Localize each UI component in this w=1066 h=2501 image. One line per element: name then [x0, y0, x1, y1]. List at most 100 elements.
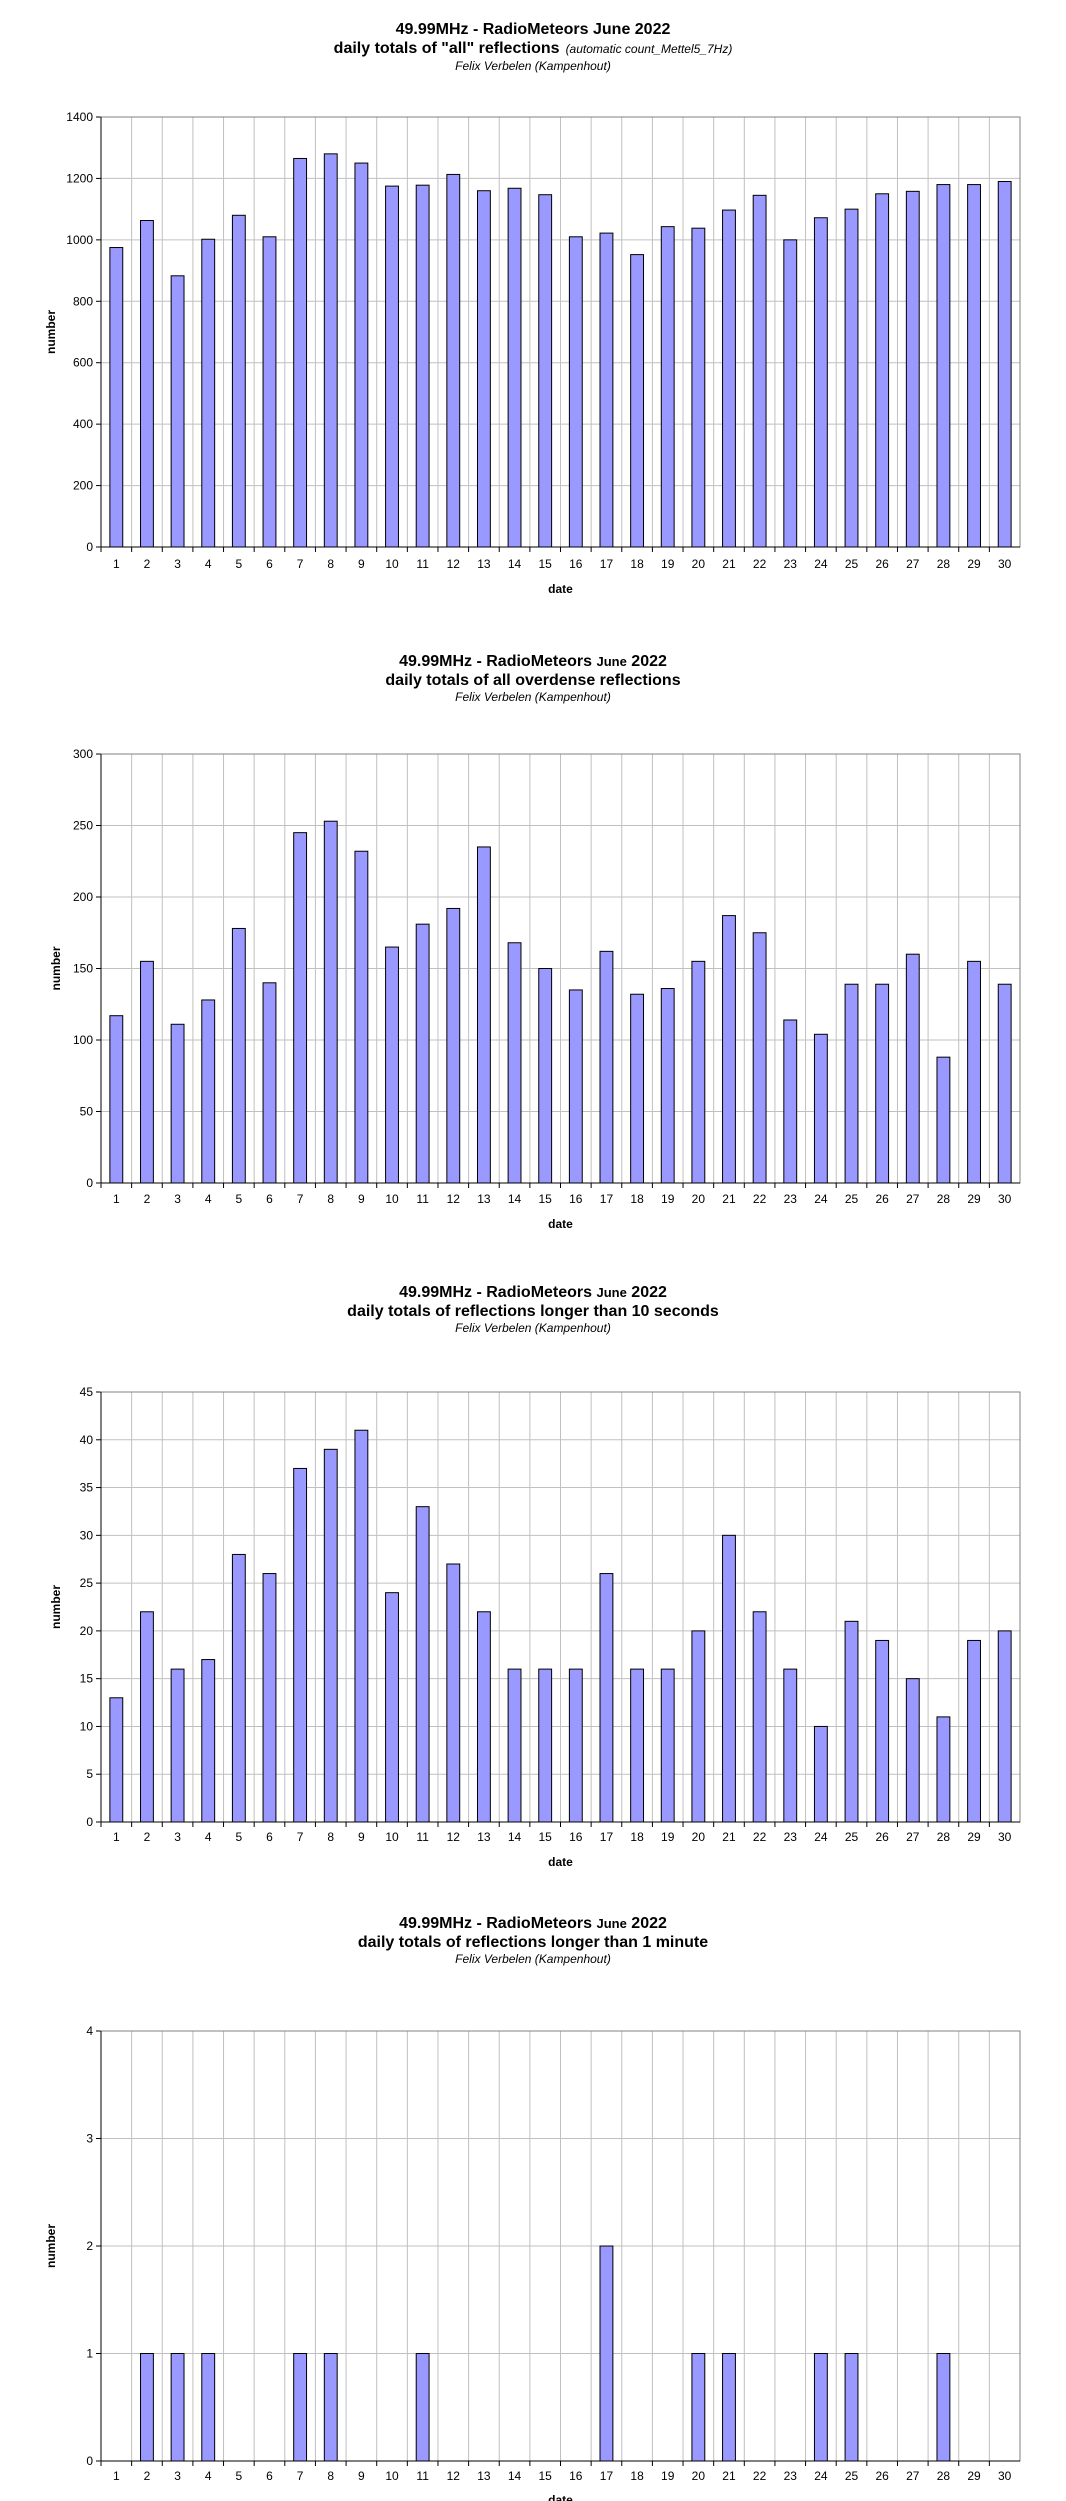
x-tick-label: 4: [205, 1830, 212, 1844]
y-tick-label: 1400: [66, 110, 93, 124]
x-tick-label: 24: [814, 1830, 828, 1844]
x-tick-label: 16: [569, 2469, 583, 2483]
bar-day-11: [415, 2353, 430, 2462]
x-tick-label: 8: [327, 2469, 334, 2483]
x-tick-label: 7: [297, 1192, 304, 1206]
x-tick-label: 13: [477, 2469, 491, 2483]
x-tick-label: 23: [784, 1830, 798, 1844]
bar-day-7: [293, 2353, 308, 2462]
chart4-title-year: 2022: [631, 1915, 667, 1932]
x-tick-label: 8: [327, 1830, 334, 1844]
y-tick-label: 10: [80, 1719, 94, 1733]
x-tick-label: 3: [174, 2469, 181, 2483]
x-tick-label: 25: [845, 2469, 859, 2483]
y-tick-label: 300: [73, 747, 93, 761]
chart3-title-line2: daily totals of reflections longer than …: [347, 1303, 719, 1320]
bar-day-3: [170, 2353, 185, 2462]
chart3-title-year: 2022: [631, 1284, 667, 1301]
x-tick-label: 30: [998, 1830, 1012, 1844]
chart1-title: 49.99MHz - RadioMeteors June 2022: [395, 21, 671, 38]
y-axis-title: number: [44, 310, 58, 354]
x-tick-label: 22: [753, 1830, 767, 1844]
chart4-title-a: 49.99MHz - RadioMeteors: [399, 1915, 593, 1932]
x-tick-label: 7: [297, 2469, 304, 2483]
x-tick-label: 14: [508, 557, 522, 571]
chart1-title-note: (automatic count_Mettel5_7Hz): [565, 42, 733, 56]
chart4-title-block: 49.99MHz - RadioMeteors June 2022 daily …: [0, 1914, 1066, 1967]
x-tick-label: 21: [722, 1830, 736, 1844]
y-tick-label: 150: [73, 962, 93, 976]
x-tick-label: 11: [416, 557, 429, 571]
x-tick-label: 20: [692, 1192, 706, 1206]
x-tick-label: 14: [508, 1192, 522, 1206]
chart4-title-line2: daily totals of reflections longer than …: [357, 1934, 709, 1951]
x-tick-label: 29: [967, 1192, 981, 1206]
x-tick-label: 9: [358, 557, 365, 571]
y-tick-label: 400: [73, 417, 93, 431]
x-tick-label: 16: [569, 1830, 583, 1844]
x-tick-label: 21: [722, 1192, 736, 1206]
x-tick-label: 9: [358, 1830, 365, 1844]
x-tick-label: 5: [236, 1192, 243, 1206]
x-tick-label: 23: [784, 2469, 798, 2483]
x-tick-label: 4: [205, 1192, 212, 1206]
x-tick-label: 26: [875, 2469, 889, 2483]
bar-day-20: [691, 2353, 706, 2462]
x-tick-label: 6: [266, 1192, 273, 1206]
x-tick-label: 11: [416, 2469, 429, 2483]
bar-day-4: [201, 2353, 216, 2462]
x-tick-label: 6: [266, 557, 273, 571]
x-tick-label: 1: [113, 1830, 120, 1844]
y-tick-label: 30: [80, 1528, 94, 1542]
x-tick-label: 12: [447, 2469, 461, 2483]
chart3-title-a: 49.99MHz - RadioMeteors: [399, 1284, 593, 1301]
x-tick-label: 16: [569, 1192, 583, 1206]
chart4-title: 49.99MHz - RadioMeteors June 2022: [0, 1914, 1066, 1933]
y-tick-label: 0: [86, 1815, 93, 1829]
bar-day-25: [844, 2353, 859, 2462]
x-tick-label: 29: [967, 1830, 981, 1844]
y-tick-label: 100: [73, 1033, 93, 1047]
x-tick-label: 5: [236, 557, 243, 571]
x-tick-label: 3: [174, 1192, 181, 1206]
x-tick-label: 24: [814, 1192, 828, 1206]
chart3-title-month: June: [596, 1285, 627, 1300]
x-tick-label: 8: [327, 557, 334, 571]
bar-day-2: [140, 2353, 154, 2462]
y-tick-label: 200: [73, 479, 93, 493]
chart3-title-block: 49.99MHz - RadioMeteors June 2022 daily …: [0, 1283, 1066, 1336]
x-tick-label: 13: [477, 1830, 491, 1844]
x-tick-label: 13: [477, 557, 491, 571]
x-tick-label: 15: [539, 2469, 553, 2483]
x-tick-label: 6: [266, 2469, 273, 2483]
x-tick-label: 28: [937, 1192, 951, 1206]
x-tick-label: 4: [205, 557, 212, 571]
chart2-title-month: June: [596, 654, 627, 669]
y-tick-label: 3: [86, 2132, 93, 2146]
x-tick-label: 28: [937, 1830, 951, 1844]
y-tick-label: 1200: [66, 171, 93, 185]
y-tick-label: 250: [73, 819, 93, 833]
x-tick-label: 23: [784, 1192, 798, 1206]
x-tick-label: 11: [416, 1192, 429, 1206]
x-tick-label: 28: [937, 557, 951, 571]
x-tick-label: 25: [845, 557, 859, 571]
x-tick-label: 29: [967, 557, 981, 571]
x-tick-label: 5: [236, 1830, 243, 1844]
x-tick-label: 15: [539, 557, 553, 571]
x-tick-label: 17: [600, 1192, 614, 1206]
x-tick-label: 1: [113, 557, 120, 571]
chart1-title-line2: daily totals of "all" reflections (automa…: [0, 39, 1066, 59]
chart2-title-block: 49.99MHz - RadioMeteors June 2022 daily …: [0, 652, 1066, 705]
x-tick-label: 26: [875, 1192, 889, 1206]
x-tick-label: 26: [875, 1830, 889, 1844]
x-axis-title: date: [548, 1855, 573, 1869]
y-axis-title: number: [49, 1585, 63, 1629]
x-tick-label: 17: [600, 1830, 614, 1844]
x-tick-label: 2: [144, 557, 151, 571]
y-tick-label: 2: [86, 2239, 93, 2253]
x-tick-label: 21: [722, 557, 736, 571]
x-tick-label: 12: [447, 1830, 461, 1844]
